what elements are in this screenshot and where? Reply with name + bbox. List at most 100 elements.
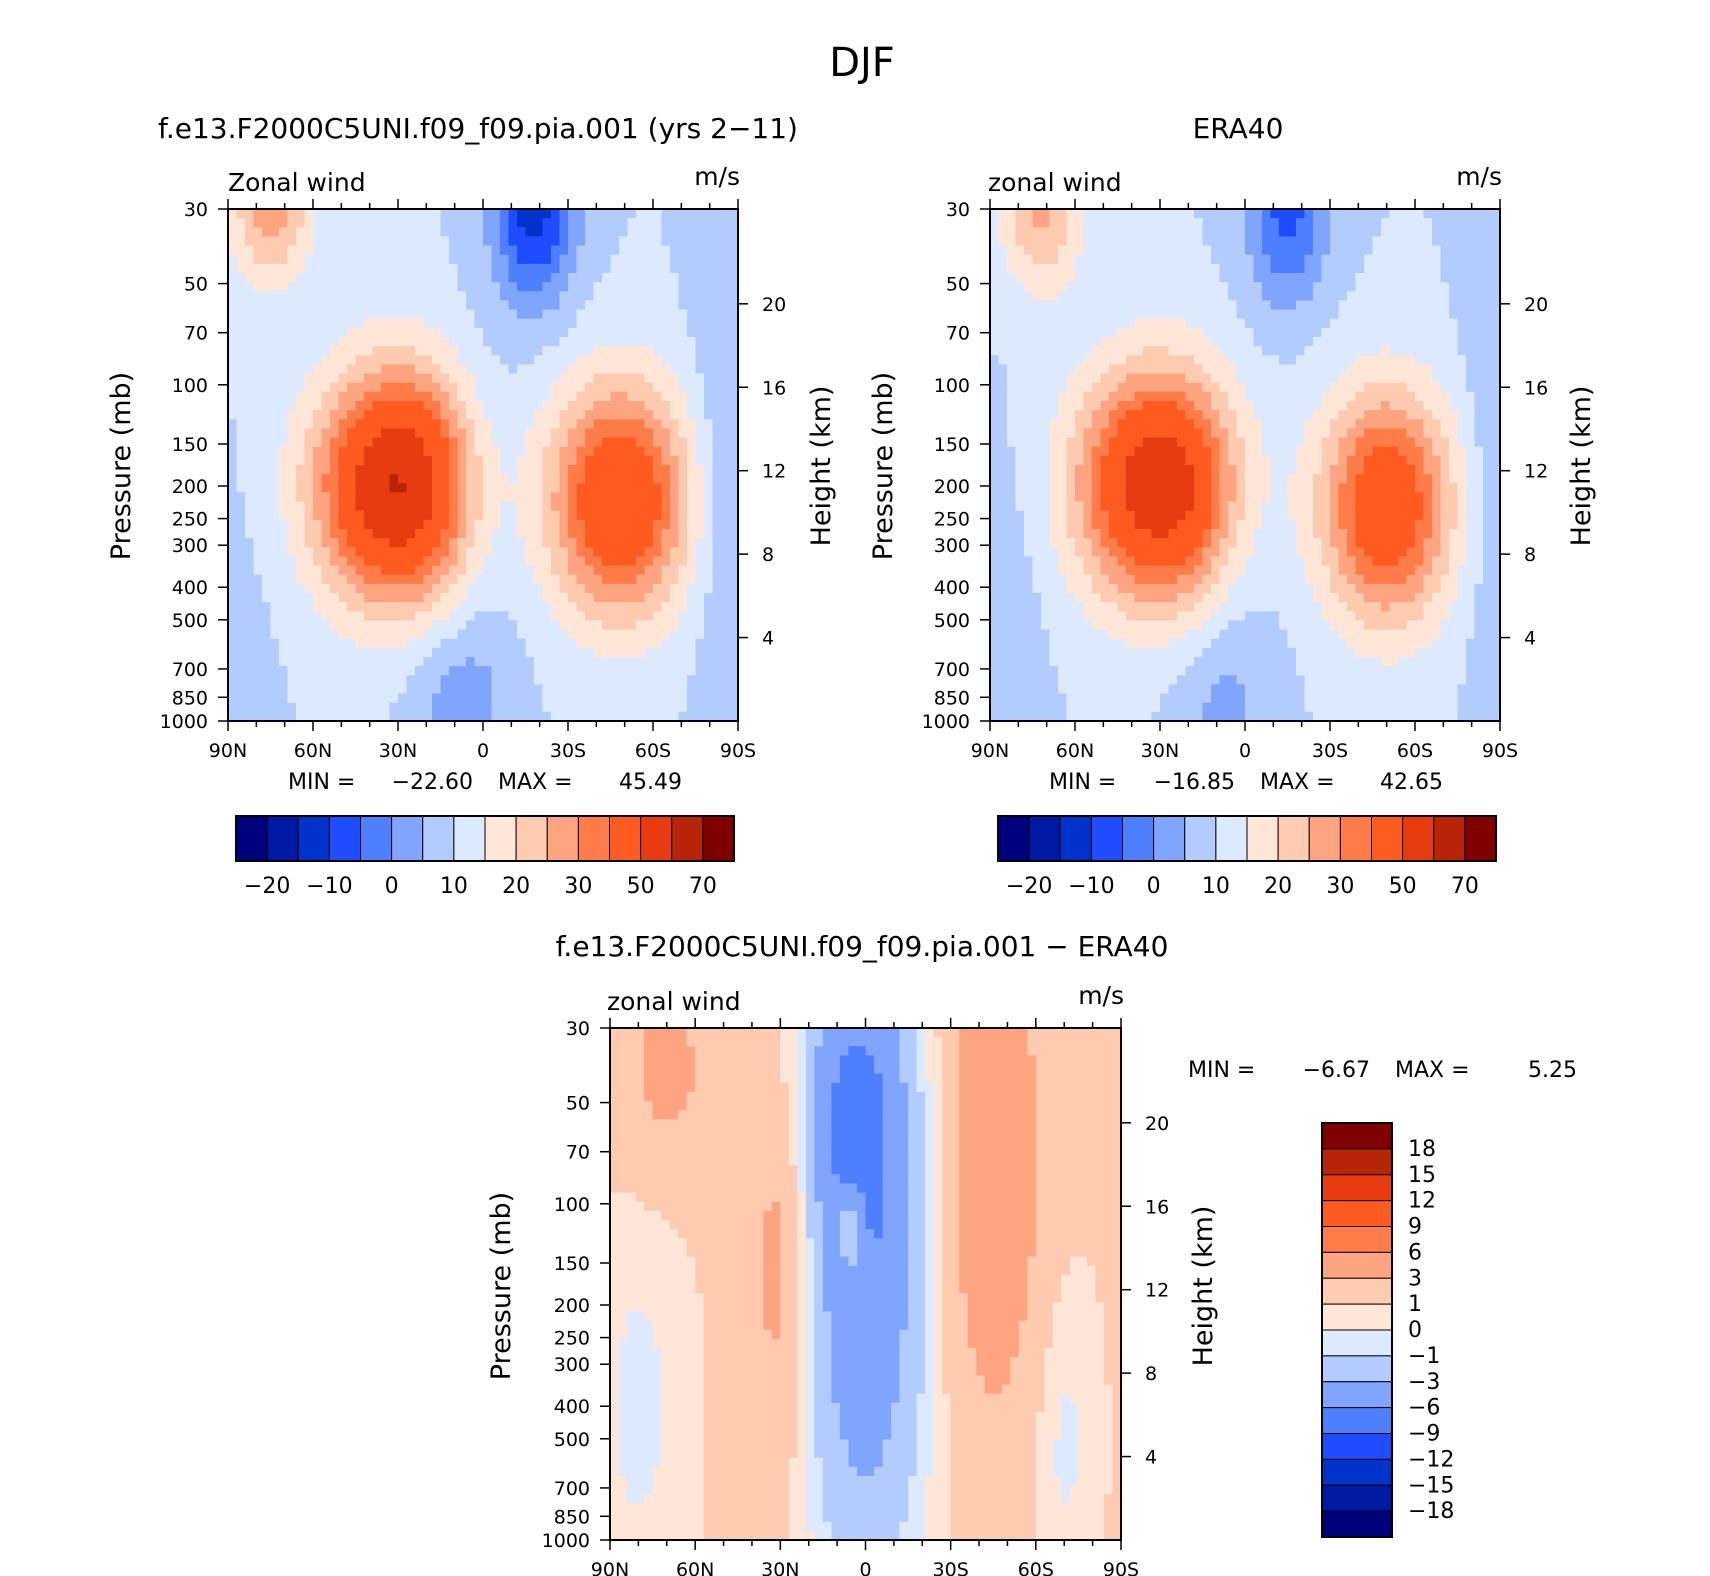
- field-cell: [423, 218, 433, 228]
- field-cell: [406, 583, 416, 594]
- field-cell: [321, 382, 331, 393]
- field-cell: [1168, 337, 1178, 347]
- field-cell: [304, 629, 314, 640]
- field-cell: [729, 291, 739, 302]
- field-cell: [1160, 327, 1170, 338]
- field-cell: [729, 529, 739, 539]
- field-cell: [457, 501, 467, 512]
- field-cell: [304, 702, 314, 713]
- field-cell: [1075, 218, 1085, 228]
- field-cell: [381, 263, 391, 274]
- field-cell: [704, 291, 714, 302]
- field-cell: [449, 373, 459, 384]
- field-cell: [483, 327, 493, 338]
- field-cell: [542, 437, 552, 448]
- field-cell: [364, 693, 374, 704]
- field-cell: [1151, 373, 1161, 384]
- field-cell: [1296, 410, 1306, 420]
- field-cell: [695, 629, 705, 640]
- field-cell: [990, 273, 1000, 283]
- field-cell: [1287, 227, 1297, 238]
- field-cell: [729, 401, 739, 411]
- field-cell: [1474, 337, 1484, 347]
- field-cell: [559, 711, 569, 722]
- field-cell: [1330, 428, 1340, 439]
- field-cell: [653, 693, 663, 704]
- field-cell: [542, 419, 552, 430]
- field-cell: [1228, 391, 1238, 402]
- field-cell: [1406, 300, 1416, 311]
- field-cell: [491, 446, 501, 457]
- field-cell: [610, 282, 620, 292]
- field-cell: [287, 611, 297, 622]
- field-cell: [729, 492, 739, 503]
- field-cell: [355, 547, 365, 558]
- field-cell: [1049, 291, 1059, 302]
- field-cell: [381, 300, 391, 311]
- field-cell: [534, 327, 544, 338]
- field-cell: [568, 693, 578, 704]
- field-cell: [1355, 410, 1365, 420]
- field-cell: [695, 675, 705, 686]
- field-cell: [1134, 309, 1144, 320]
- field-cell: [287, 629, 297, 640]
- field-cell: [627, 209, 637, 219]
- field-cell: [304, 684, 314, 695]
- field-cell: [1219, 428, 1229, 439]
- field-cell: [559, 309, 569, 320]
- field-cell: [381, 611, 391, 622]
- field-cell: [1432, 373, 1442, 384]
- field-cell: [1372, 327, 1382, 338]
- field-cell: [372, 474, 382, 484]
- field-cell: [712, 337, 722, 347]
- field-cell: [483, 483, 493, 494]
- field-cell: [1398, 273, 1408, 283]
- field-cell: [559, 373, 569, 384]
- field-cell: [474, 675, 484, 686]
- field-cell: [695, 401, 705, 411]
- field-cell: [602, 236, 612, 247]
- field-cell: [576, 391, 586, 402]
- field-cell: [653, 218, 663, 228]
- field-cell: [670, 465, 680, 475]
- y-tick-label: 150: [172, 434, 208, 456]
- field-cell: [1032, 437, 1042, 448]
- field-cell: [517, 273, 527, 283]
- field-cell: [228, 428, 238, 439]
- field-cell: [1406, 273, 1416, 283]
- field-cell: [423, 501, 433, 512]
- field-cell: [500, 556, 510, 567]
- field-cell: [653, 529, 663, 539]
- field-cell: [398, 547, 408, 558]
- field-cell: [1109, 291, 1119, 302]
- field-cell: [228, 602, 238, 612]
- panel-1-max-label: MAX =: [498, 770, 573, 795]
- field-cell: [576, 547, 586, 558]
- field-cell: [559, 391, 569, 402]
- field-cell: [695, 465, 705, 475]
- field-cell: [313, 318, 323, 329]
- field-cell: [1007, 263, 1017, 274]
- field-cell: [1398, 401, 1408, 411]
- field-cell: [262, 492, 272, 503]
- field-cell: [253, 428, 263, 439]
- field-cell: [704, 529, 714, 539]
- field-cell: [423, 547, 433, 558]
- field-cell: [661, 218, 671, 228]
- field-cell: [364, 529, 374, 539]
- field-cell: [296, 410, 306, 420]
- field-cell: [313, 263, 323, 274]
- field-cell: [627, 474, 637, 484]
- field-cell: [466, 446, 476, 457]
- field-cell: [551, 346, 561, 356]
- field-cell: [1398, 391, 1408, 402]
- field-cell: [313, 300, 323, 311]
- field-cell: [990, 254, 1000, 265]
- field-cell: [355, 638, 365, 649]
- field-cell: [474, 318, 484, 329]
- field-cell: [644, 647, 654, 658]
- field-cell: [568, 638, 578, 649]
- field-cell: [313, 273, 323, 283]
- field-cell: [296, 382, 306, 393]
- field-cell: [1134, 227, 1144, 238]
